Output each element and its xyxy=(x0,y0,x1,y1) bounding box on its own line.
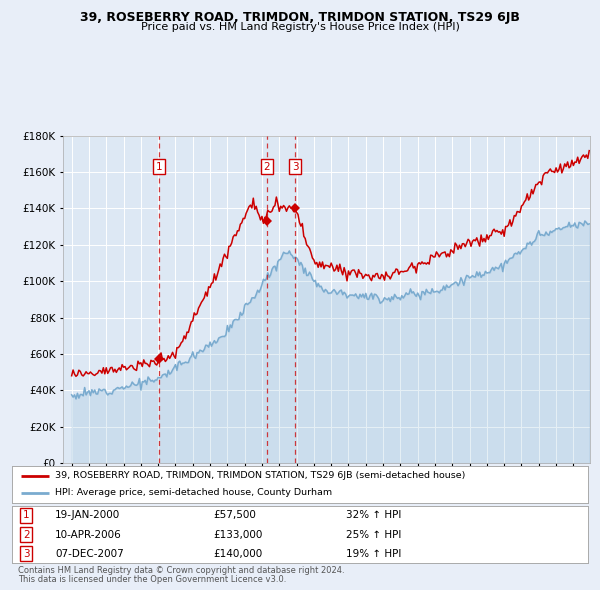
Text: 10-APR-2006: 10-APR-2006 xyxy=(55,530,122,539)
Text: 2: 2 xyxy=(23,530,30,539)
Text: 3: 3 xyxy=(23,549,30,559)
Text: 25% ↑ HPI: 25% ↑ HPI xyxy=(346,530,401,539)
Text: £140,000: £140,000 xyxy=(214,549,263,559)
Text: This data is licensed under the Open Government Licence v3.0.: This data is licensed under the Open Gov… xyxy=(18,575,286,584)
Text: 39, ROSEBERRY ROAD, TRIMDON, TRIMDON STATION, TS29 6JB (semi-detached house): 39, ROSEBERRY ROAD, TRIMDON, TRIMDON STA… xyxy=(55,471,466,480)
Text: 3: 3 xyxy=(292,162,298,172)
Text: 39, ROSEBERRY ROAD, TRIMDON, TRIMDON STATION, TS29 6JB: 39, ROSEBERRY ROAD, TRIMDON, TRIMDON STA… xyxy=(80,11,520,24)
Text: 1: 1 xyxy=(156,162,163,172)
Text: 32% ↑ HPI: 32% ↑ HPI xyxy=(346,510,401,520)
Text: 1: 1 xyxy=(23,510,30,520)
Text: £57,500: £57,500 xyxy=(214,510,256,520)
Text: 2: 2 xyxy=(263,162,270,172)
Text: Contains HM Land Registry data © Crown copyright and database right 2024.: Contains HM Land Registry data © Crown c… xyxy=(18,566,344,575)
Text: £133,000: £133,000 xyxy=(214,530,263,539)
Text: HPI: Average price, semi-detached house, County Durham: HPI: Average price, semi-detached house,… xyxy=(55,488,332,497)
Text: 07-DEC-2007: 07-DEC-2007 xyxy=(55,549,124,559)
Text: 19% ↑ HPI: 19% ↑ HPI xyxy=(346,549,401,559)
Text: 19-JAN-2000: 19-JAN-2000 xyxy=(55,510,121,520)
Text: Price paid vs. HM Land Registry's House Price Index (HPI): Price paid vs. HM Land Registry's House … xyxy=(140,22,460,32)
